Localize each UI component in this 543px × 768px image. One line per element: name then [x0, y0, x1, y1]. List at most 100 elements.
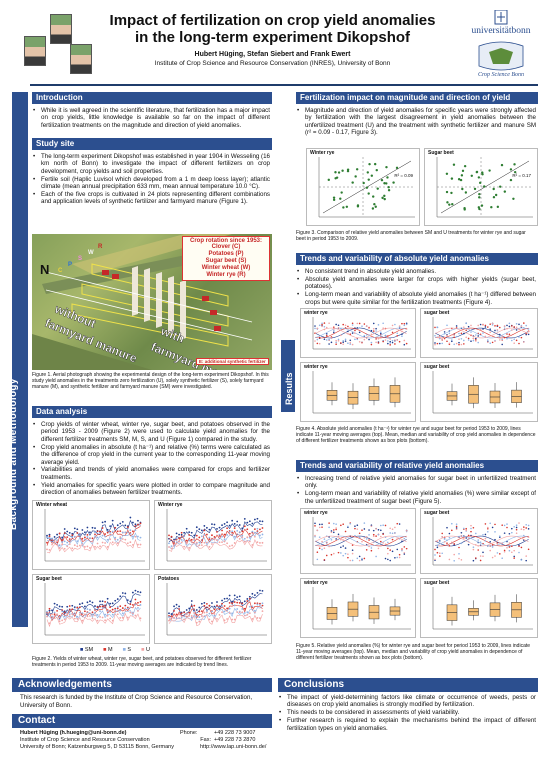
data-point [89, 608, 91, 611]
data-point [78, 533, 81, 535]
data-point [403, 339, 406, 342]
data-point [216, 617, 218, 620]
data-point [321, 523, 323, 526]
bullet: Further research is required to explain … [278, 717, 536, 732]
data-point [349, 333, 352, 336]
data-point [109, 611, 112, 613]
data-point [226, 542, 229, 545]
data-point [104, 619, 107, 622]
data-point [89, 547, 91, 549]
data-point [246, 611, 249, 614]
data-point [131, 603, 134, 606]
data-point [116, 524, 119, 527]
data-point [226, 527, 229, 530]
data-point [246, 528, 249, 531]
data-point [124, 609, 127, 612]
data-point [512, 197, 515, 200]
results-label: Results [284, 372, 294, 405]
data-point [328, 526, 330, 529]
data-point [243, 614, 246, 617]
data-point [208, 545, 211, 548]
data-point [394, 556, 396, 559]
data-point [386, 176, 389, 179]
data-point [211, 620, 213, 623]
data-point [333, 331, 335, 334]
data-point [188, 539, 191, 542]
data-point [384, 339, 387, 341]
data-point [365, 535, 368, 538]
data-point [175, 542, 178, 545]
data-point [94, 605, 96, 607]
data-point [367, 192, 370, 195]
data-point [401, 322, 403, 325]
data-point [91, 617, 94, 620]
data-point [372, 529, 375, 532]
data-point [51, 613, 53, 616]
data-point [394, 339, 396, 341]
data-point [387, 342, 389, 345]
data-point [168, 619, 170, 622]
data-point [499, 535, 501, 537]
data-point [213, 538, 216, 541]
data-point [259, 602, 261, 605]
data-point [380, 336, 382, 338]
data-point [358, 555, 361, 558]
strip-letter: W [88, 250, 94, 256]
bullet: Variabilities and trends of yield anomal… [32, 466, 270, 481]
data-point [394, 343, 396, 345]
data-point [330, 341, 333, 344]
data-point [513, 555, 515, 558]
data-point [216, 601, 218, 603]
web-link[interactable]: http://www.lap.uni-bonn.de/ [200, 744, 267, 750]
data-point [333, 326, 335, 328]
data-point [342, 554, 344, 557]
data-point [203, 533, 206, 536]
data-point [223, 540, 226, 543]
data-point [129, 516, 132, 519]
data-point [439, 555, 441, 557]
data-point [478, 192, 481, 196]
data-point [387, 547, 389, 550]
data-point [131, 530, 134, 533]
data-point [198, 544, 201, 547]
data-point [511, 527, 513, 530]
data-point [81, 612, 84, 615]
data-point [380, 332, 382, 335]
section-heading-data-analysis: Data analysis [32, 406, 272, 418]
phone-value: +49 228 73 9007 [214, 730, 256, 736]
data-point [124, 607, 127, 610]
data-point [256, 617, 259, 619]
data-point [236, 611, 239, 614]
data-point [487, 341, 489, 343]
data-point [500, 163, 504, 167]
data-point [63, 618, 66, 621]
data-point [382, 327, 384, 330]
data-point [68, 615, 71, 617]
data-point [506, 523, 508, 525]
legend-item: ■ SM [80, 647, 94, 653]
data-point [259, 542, 261, 544]
data-point [261, 610, 264, 613]
data-point [342, 523, 344, 525]
fig5-box-panel: winter rye [300, 578, 416, 638]
data-point [351, 343, 354, 346]
data-point [501, 338, 503, 341]
data-point [129, 541, 132, 544]
data-point [494, 193, 498, 197]
data-point [231, 612, 234, 615]
data-point [168, 616, 170, 618]
data-point [218, 533, 221, 536]
data-point [221, 524, 223, 527]
data-point [470, 331, 472, 333]
data-point [482, 551, 484, 554]
data-point [226, 597, 229, 600]
data-point [134, 535, 137, 538]
contact-numbers: Phone: +49 228 73 9007 Fax: +49 228 73 287… [180, 730, 272, 751]
data-point [243, 600, 246, 603]
data-point [126, 542, 129, 545]
data-point [363, 338, 366, 341]
data-point [323, 547, 326, 550]
data-point [256, 591, 259, 594]
data-point [53, 611, 56, 614]
data-point [373, 203, 376, 206]
